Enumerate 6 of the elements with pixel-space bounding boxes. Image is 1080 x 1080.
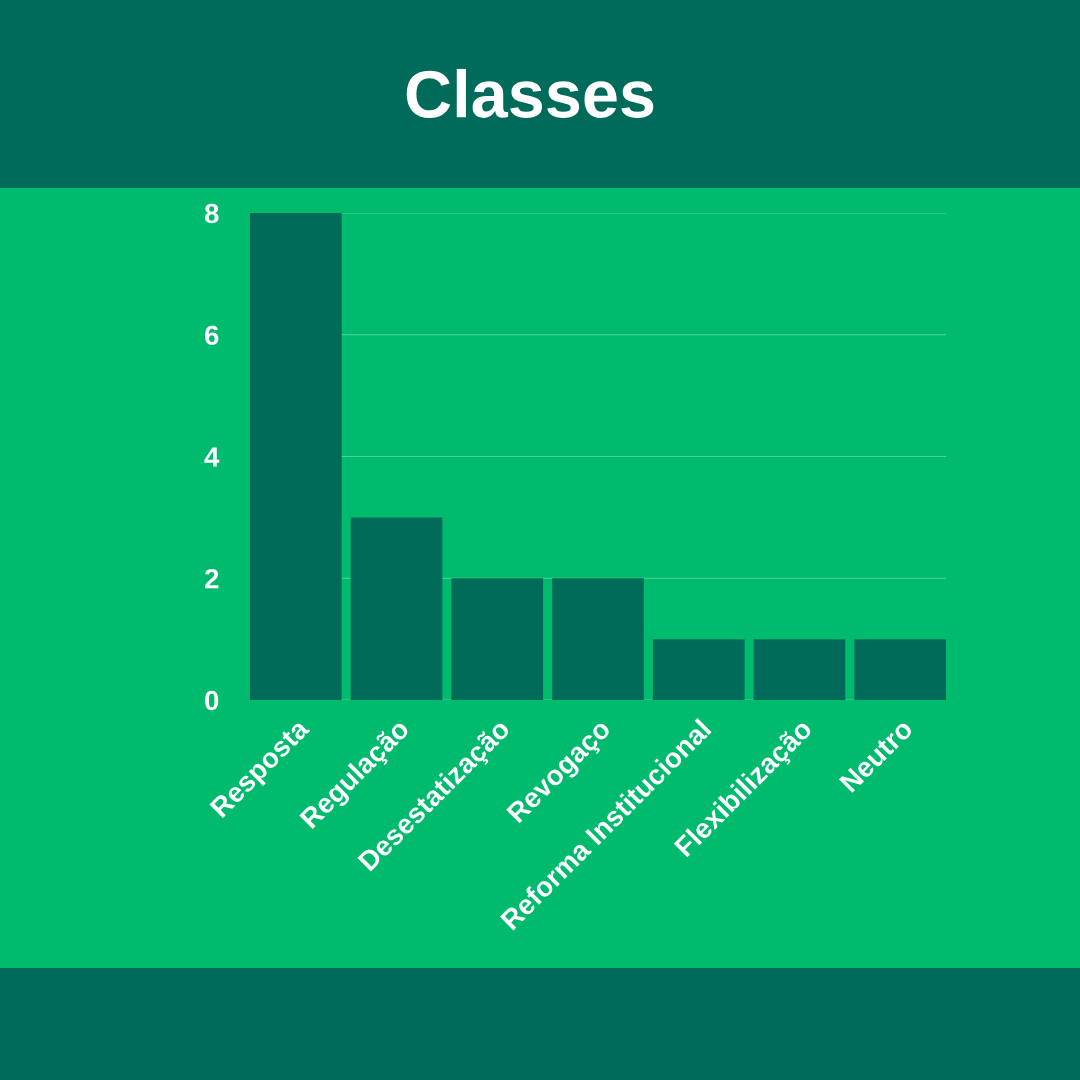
y-tick-label: 8 xyxy=(204,203,219,224)
y-tick-label: 6 xyxy=(205,325,219,346)
chart-title: Classes xyxy=(406,68,654,118)
y-tick-label: 0 xyxy=(205,690,219,711)
y-tick-label: 4 xyxy=(204,447,220,467)
y-tick-label: 2 xyxy=(204,568,219,589)
